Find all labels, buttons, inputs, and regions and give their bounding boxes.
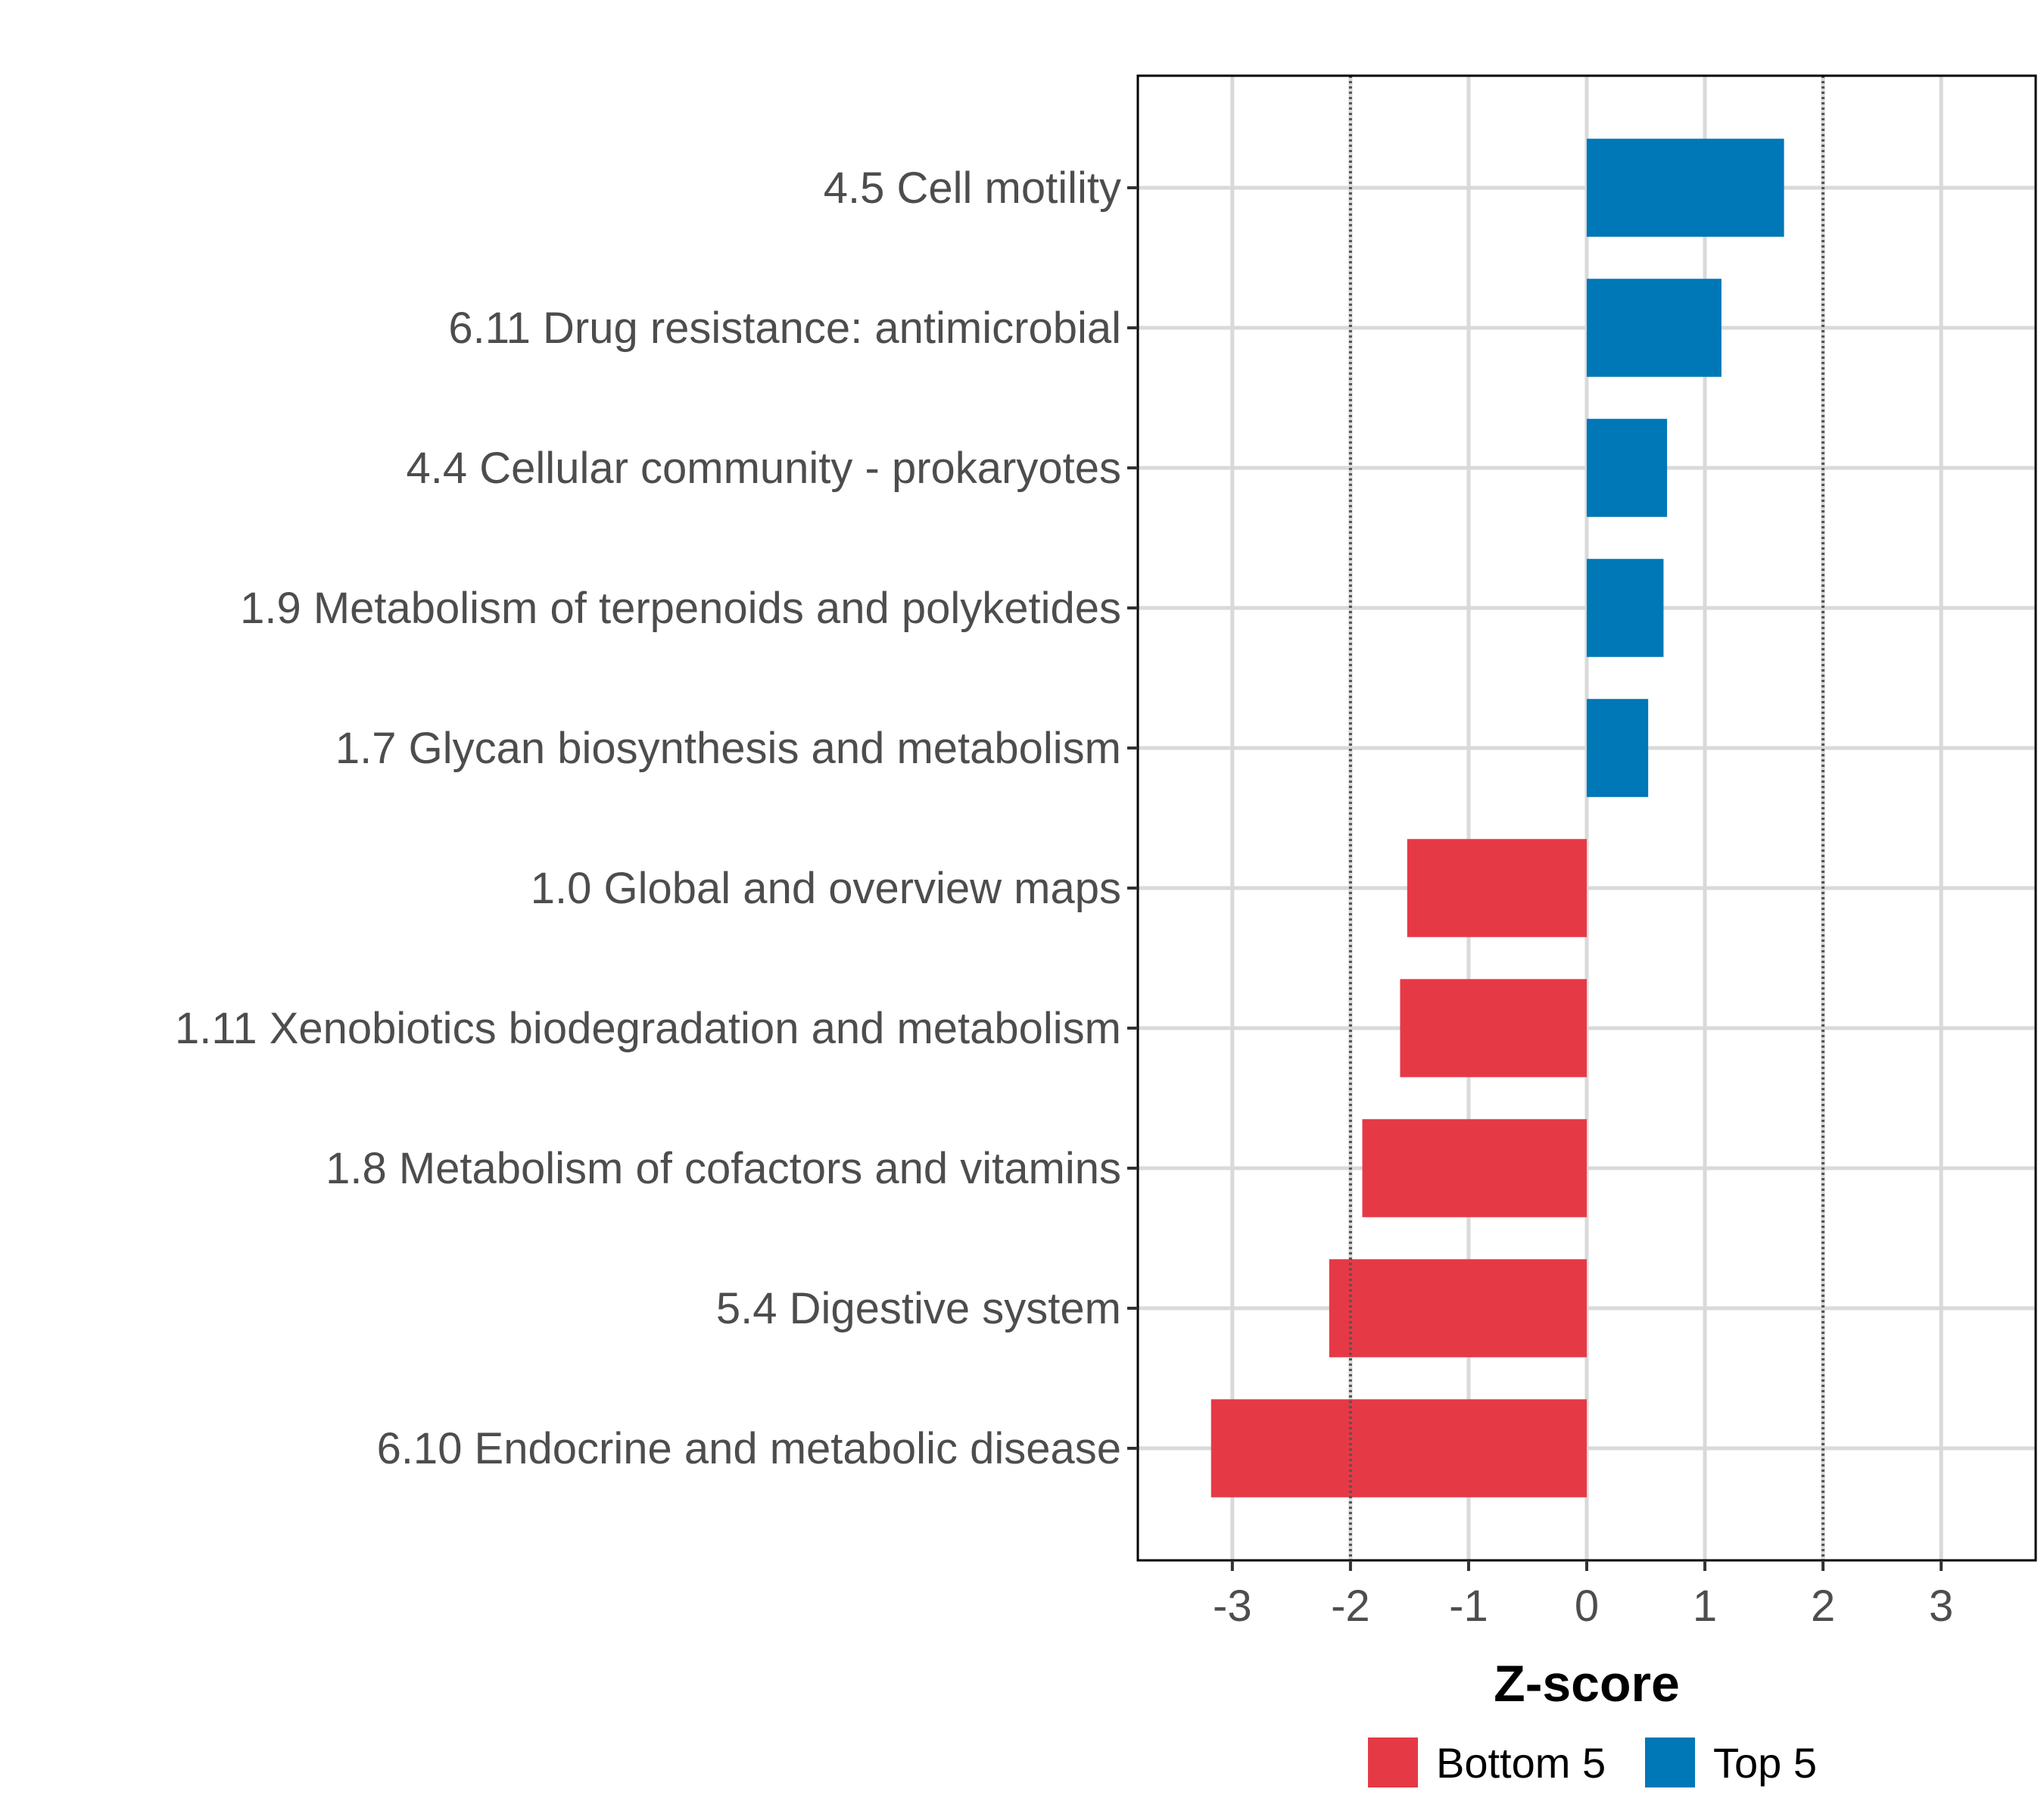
category-label: 6.11 Drug resistance: antimicrobial	[448, 304, 1121, 353]
category-label: 6.10 Endocrine and metabolic disease	[377, 1424, 1121, 1473]
legend-swatch	[1645, 1738, 1695, 1787]
bar-7	[1400, 979, 1587, 1077]
bar-2	[1587, 279, 1722, 377]
bar-3	[1587, 419, 1668, 517]
x-tick-label: 1	[1693, 1582, 1717, 1631]
x-axis-ticks: -3 -2 -1 0 1 2 3	[1213, 1560, 1953, 1631]
bar-9	[1329, 1259, 1587, 1357]
x-tick-label: 2	[1811, 1582, 1835, 1631]
legend-swatch	[1368, 1738, 1418, 1787]
legend: Bottom 5 Top 5	[1368, 1738, 1817, 1787]
bar-4	[1587, 559, 1664, 657]
bar-10	[1211, 1399, 1587, 1498]
category-label: 5.4 Digestive system	[716, 1284, 1121, 1333]
category-label: 1.8 Metabolism of cofactors and vitamins	[326, 1144, 1121, 1193]
category-label: 1.0 Global and overview maps	[531, 864, 1121, 913]
category-label: 1.9 Metabolism of terpenoids and polyket…	[240, 584, 1121, 633]
category-labels: 4.5 Cell motility 6.11 Drug resistance: a…	[175, 164, 1138, 1473]
category-label: 1.11 Xenobiotics biodegradation and meta…	[175, 1004, 1121, 1053]
x-tick-label: -2	[1331, 1582, 1370, 1631]
x-tick-label: 3	[1929, 1582, 1953, 1631]
legend-label: Bottom 5	[1436, 1739, 1606, 1787]
bar-1	[1587, 139, 1784, 237]
legend-label: Top 5	[1713, 1739, 1817, 1787]
bar-6	[1407, 839, 1587, 937]
x-tick-label: -1	[1449, 1582, 1488, 1631]
category-label: 1.7 Glycan biosynthesis and metabolism	[335, 724, 1121, 773]
x-tick-label: 0	[1575, 1582, 1599, 1631]
category-label: 4.4 Cellular community - prokaryotes	[407, 444, 1121, 493]
bar-8	[1362, 1119, 1587, 1217]
category-label: 4.5 Cell motility	[824, 164, 1121, 213]
bar-5	[1587, 699, 1649, 797]
bar-layer	[1211, 139, 1784, 1498]
x-axis-title: Z-score	[1494, 1655, 1680, 1713]
reference-line-layer	[1348, 76, 1825, 1560]
x-tick-label: -3	[1213, 1582, 1252, 1631]
